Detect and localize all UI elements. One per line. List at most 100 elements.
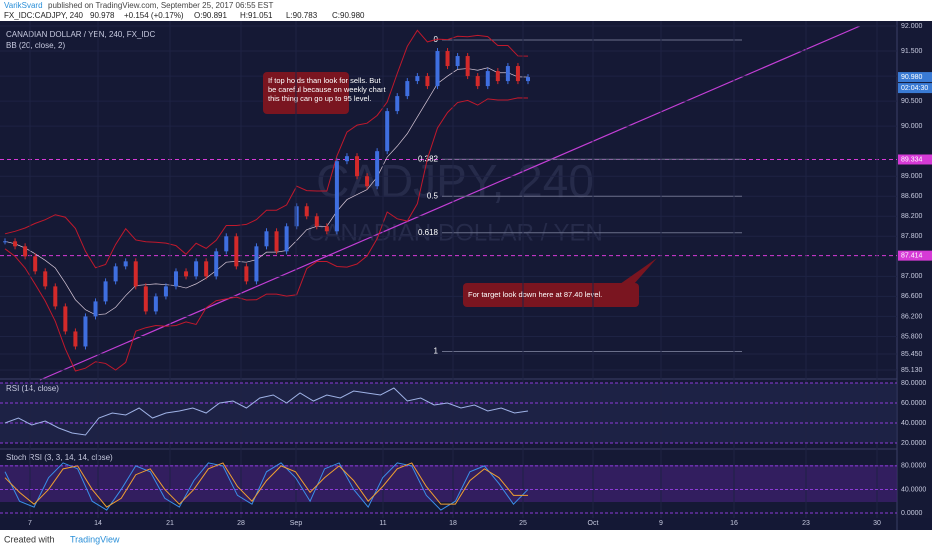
osc-line (4, 387, 529, 436)
price-tick-label: 89.000 (901, 173, 923, 180)
candle (435, 51, 440, 87)
candle (324, 226, 329, 232)
published: published on TradingView.com, September … (48, 1, 273, 10)
footer-brand[interactable]: TradingView (70, 534, 120, 544)
annotation-text: this thing can go up to 95 level. (268, 94, 371, 103)
candle (184, 271, 189, 277)
date-label: 18 (449, 520, 457, 527)
candle (344, 156, 349, 162)
candle (83, 316, 88, 347)
fib-label: 0.382 (418, 154, 439, 163)
candle (264, 231, 269, 247)
last: 90.978 (90, 11, 115, 20)
osc-tick-label: 40.0000 (901, 486, 926, 493)
candle (314, 216, 319, 227)
price-tick-label: 92.000 (901, 23, 923, 30)
change: +0.154 (+0.17%) (124, 11, 184, 20)
candle (254, 246, 259, 282)
date-label: 25 (519, 520, 527, 527)
candle (475, 76, 480, 87)
osc-line (4, 462, 529, 511)
rsi-legend: RSI (14, close) (6, 384, 59, 393)
osc-tick-label: 40.0000 (901, 420, 926, 427)
footer-created: Created with (4, 534, 55, 544)
date-label: 16 (730, 520, 738, 527)
candle (63, 306, 68, 332)
date-label: 30 (873, 520, 881, 527)
price-marker-label: 89.334 (901, 156, 923, 163)
annotation-box (263, 72, 349, 114)
candle (153, 296, 158, 312)
candle (304, 206, 309, 217)
candle (395, 96, 400, 112)
price-marker (898, 72, 932, 83)
candle (93, 301, 98, 317)
candle (455, 56, 460, 67)
price-marker-label: 87.414 (901, 252, 923, 259)
candle (244, 266, 249, 282)
close: C:90.980 (332, 11, 365, 20)
open: O:90.891 (194, 11, 227, 20)
rsi-band (0, 383, 897, 443)
price-marker-label: 90.980 (901, 74, 923, 81)
osc-tick-label: 80.0000 (901, 463, 926, 470)
trend-line (39, 25, 861, 381)
high: H:91.051 (240, 11, 273, 20)
bb-upper (4, 29, 529, 269)
date-label: Sep (290, 520, 303, 527)
date-label: 23 (802, 520, 810, 527)
candle (13, 241, 18, 247)
candle (3, 241, 7, 243)
price-marker (898, 250, 932, 261)
price-tick-label: 91.500 (901, 48, 923, 55)
candle (365, 176, 370, 187)
candle (43, 271, 48, 287)
candle (294, 206, 299, 227)
candle (194, 261, 199, 277)
candle (133, 261, 138, 287)
date-label: 28 (237, 520, 245, 527)
osc-tick-label: 0.0000 (901, 510, 923, 517)
author[interactable]: VarikSvard (4, 1, 43, 10)
candle (355, 156, 360, 177)
candle (103, 281, 108, 302)
price-tick-label: 86.600 (901, 293, 923, 300)
annotation-text: For target look down here at 87.40 level… (468, 290, 602, 299)
date-label: 11 (379, 520, 386, 527)
symbol: FX_IDC:CADJPY, 240 (4, 11, 84, 20)
candle (143, 286, 148, 312)
fib-label: 0.5 (427, 191, 439, 200)
candle (334, 161, 339, 232)
bb-legend: BB (20, close, 2) (6, 41, 65, 50)
candle (465, 56, 470, 77)
fib-label: 0.618 (418, 228, 439, 237)
candle (123, 261, 128, 267)
date-label: 21 (166, 520, 174, 527)
candle (495, 71, 500, 82)
candle (425, 76, 430, 87)
price-tick-label: 86.200 (901, 313, 923, 320)
candle (415, 76, 420, 82)
date-axis (0, 518, 932, 530)
candle (284, 226, 289, 252)
header-bar (0, 0, 932, 21)
price-tick-label: 85.450 (901, 351, 923, 358)
date-label: 14 (94, 520, 102, 527)
footer-bar (0, 530, 932, 550)
price-tick-label: 88.200 (901, 213, 923, 220)
candle (445, 51, 450, 67)
candle (33, 256, 38, 272)
countdown-box (898, 83, 932, 94)
candle (505, 66, 510, 82)
candle (526, 77, 530, 82)
date-label: 9 (659, 520, 663, 527)
candle (485, 71, 490, 87)
date-label: Oct (588, 520, 599, 527)
price-marker (898, 154, 932, 165)
annotation-box (463, 283, 639, 307)
candle (224, 236, 229, 252)
osc-line (4, 462, 528, 508)
fib-label: 1 (434, 347, 439, 356)
candle (204, 261, 209, 277)
candle (113, 266, 118, 282)
